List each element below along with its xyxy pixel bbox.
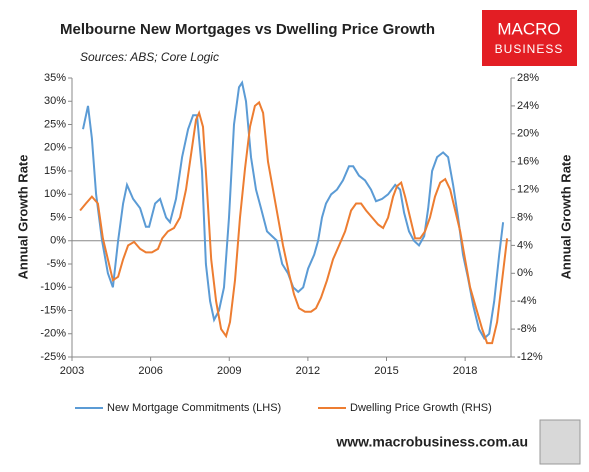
y2-tick-label: -8%	[517, 323, 537, 335]
series-line	[79, 100, 509, 345]
y2-tick-label: 24%	[517, 100, 539, 112]
legend-label: Dwelling Price Growth (RHS)	[350, 402, 492, 414]
y-tick-label: -15%	[40, 304, 66, 316]
x-tick-label: 2006	[138, 365, 162, 377]
logo-box	[482, 10, 577, 66]
y-tick-label: 35%	[44, 72, 66, 84]
y2-tick-label: 8%	[517, 211, 533, 223]
y-tick-label: 5%	[50, 211, 66, 223]
y-tick-label: -10%	[40, 281, 66, 293]
y2-tick-label: 4%	[517, 239, 533, 251]
y-tick-label: 30%	[44, 95, 66, 107]
y-tick-label: -5%	[46, 258, 66, 270]
y-tick-label: 15%	[44, 165, 66, 177]
y-tick-label: 25%	[44, 118, 66, 130]
footer-url: www.macrobusiness.com.au	[335, 434, 528, 450]
x-tick-label: 2012	[296, 365, 320, 377]
y-tick-label: 10%	[44, 188, 66, 200]
y2-tick-label: 12%	[517, 184, 539, 196]
y2-tick-label: -4%	[517, 295, 537, 307]
x-tick-label: 2018	[453, 365, 477, 377]
y-tick-label: -25%	[40, 351, 66, 363]
chart-title: Melbourne New Mortgages vs Dwelling Pric…	[60, 21, 435, 38]
x-tick-label: 2003	[60, 365, 84, 377]
x-tick-label: 2009	[217, 365, 241, 377]
y-tick-label: 0%	[50, 235, 66, 247]
series-line	[82, 80, 505, 340]
y-tick-label: -20%	[40, 328, 66, 340]
logo-text: MACRO	[497, 19, 560, 38]
logo-text: BUSINESS	[495, 42, 564, 56]
y2-tick-label: -12%	[517, 351, 543, 363]
y2-tick-label: 20%	[517, 128, 539, 140]
y2-tick-label: 16%	[517, 156, 539, 168]
y2-tick-label: 28%	[517, 72, 539, 84]
y-axis-title: Annual Growth Rate	[15, 155, 30, 280]
y-tick-label: 20%	[44, 142, 66, 154]
x-tick-label: 2015	[374, 365, 398, 377]
legend-label: New Mortgage Commitments (LHS)	[107, 402, 281, 414]
y2-axis-title: Annual Growth Rate	[558, 155, 573, 280]
chart-subtitle: Sources: ABS; Core Logic	[80, 50, 219, 64]
logo-icon	[539, 419, 581, 465]
y2-tick-label: 0%	[517, 267, 533, 279]
